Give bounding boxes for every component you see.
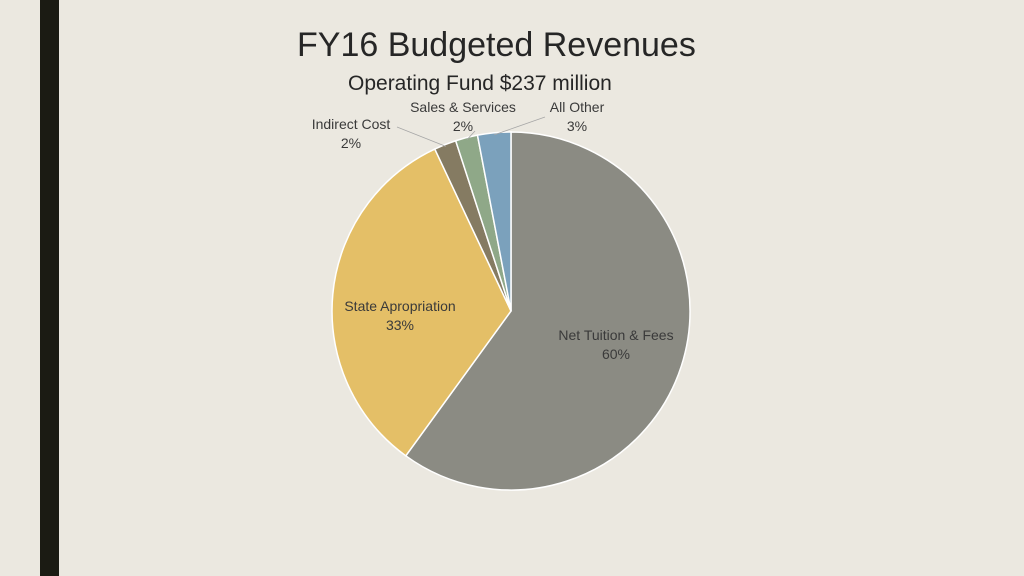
slice-label-sales-and-services: Sales & Services (410, 99, 516, 115)
pie-slice-state-apropriation (331, 148, 512, 457)
leader-line-indirect-cost (396, 126, 446, 147)
pie-slice-all-other (476, 131, 512, 312)
slice-value-sales-and-services: 2% (453, 118, 473, 134)
pie-slice-net-tuition-and-fees (404, 131, 691, 491)
slice-label-state-apropriation: State Apropriation (344, 298, 455, 314)
slice-value-indirect-cost: 2% (341, 135, 361, 151)
leader-line-all-other (494, 116, 546, 136)
chart-subtitle: Operating Fund $237 million (348, 72, 612, 95)
slice-value-all-other: 3% (567, 118, 587, 134)
slice-label-all-other: All Other (550, 99, 605, 115)
chart-title: FY16 Budgeted Revenues (297, 26, 696, 64)
leader-line-sales-and-services (466, 130, 476, 140)
slice-value-net-tuition-and-fees: 60% (602, 346, 630, 362)
slice-label-indirect-cost: Indirect Cost (312, 116, 391, 132)
slice-label-net-tuition-and-fees: Net Tuition & Fees (558, 327, 673, 343)
accent-bar (40, 0, 59, 576)
slice-value-state-apropriation: 33% (386, 317, 414, 333)
